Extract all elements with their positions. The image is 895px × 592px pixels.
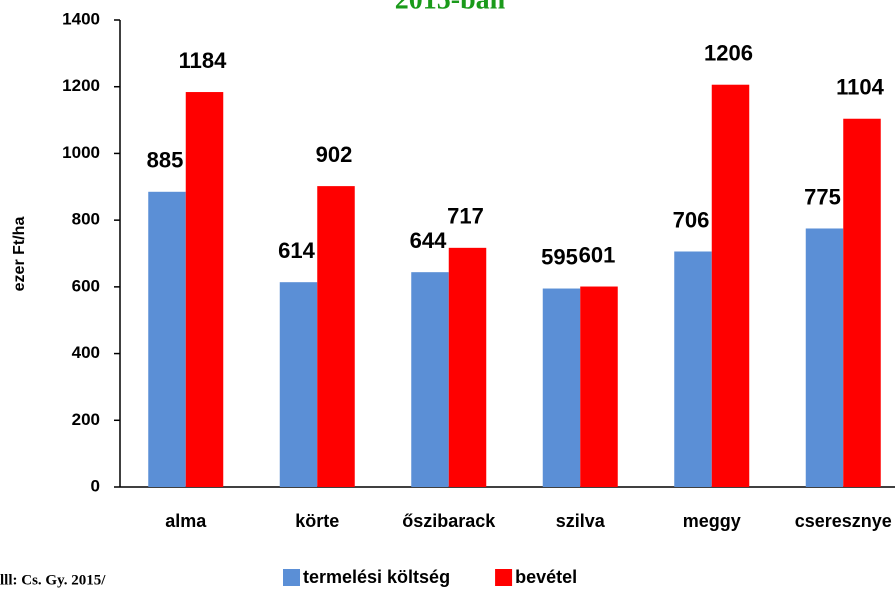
value-label: 601 bbox=[579, 242, 616, 267]
value-label: 595 bbox=[541, 244, 578, 269]
bar bbox=[317, 186, 355, 487]
value-label: 1104 bbox=[836, 75, 884, 100]
value-label: 775 bbox=[804, 184, 841, 209]
source-note: lll: Cs. Gy. 2015/ bbox=[0, 572, 106, 588]
x-tick-label: cseresznye bbox=[795, 511, 892, 531]
chart-title: 2015-ban bbox=[395, 0, 506, 15]
value-label: 717 bbox=[447, 204, 484, 229]
value-label: 614 bbox=[278, 238, 315, 263]
x-tick-label: szilva bbox=[556, 511, 606, 531]
legend-swatch bbox=[283, 569, 300, 586]
y-tick-label: 1200 bbox=[62, 76, 100, 95]
bar bbox=[711, 84, 750, 487]
x-tick-label: alma bbox=[165, 511, 207, 531]
bar bbox=[542, 288, 581, 487]
bar bbox=[843, 118, 881, 487]
value-label: 1206 bbox=[704, 41, 753, 66]
bar bbox=[674, 251, 712, 487]
value-label: 885 bbox=[147, 148, 184, 173]
x-tick-label: meggy bbox=[683, 511, 741, 531]
legend-label: termelési költség bbox=[303, 567, 450, 587]
y-tick-label: 600 bbox=[72, 276, 100, 295]
bar bbox=[580, 286, 618, 487]
y-tick-label: 200 bbox=[72, 410, 100, 429]
value-label: 1184 bbox=[179, 48, 227, 73]
bar bbox=[448, 247, 487, 487]
x-tick-label: körte bbox=[295, 511, 339, 531]
bar bbox=[148, 191, 186, 487]
value-label: 902 bbox=[316, 142, 353, 167]
bar bbox=[411, 272, 449, 487]
y-tick-label: 800 bbox=[72, 210, 100, 229]
bar bbox=[185, 92, 224, 488]
bar bbox=[279, 282, 318, 487]
x-tick-label: őszibarack bbox=[402, 511, 496, 531]
value-label: 706 bbox=[673, 207, 710, 232]
value-label: 644 bbox=[410, 228, 447, 253]
y-tick-label: 1000 bbox=[62, 143, 100, 162]
y-tick-label: 1400 bbox=[62, 9, 100, 28]
y-tick-label: 0 bbox=[91, 476, 100, 495]
bar bbox=[805, 228, 844, 487]
legend-label: bevétel bbox=[515, 567, 577, 587]
legend-swatch bbox=[495, 569, 513, 586]
y-tick-label: 400 bbox=[72, 343, 100, 362]
y-axis-label: ezer Ft/ha bbox=[11, 217, 28, 292]
